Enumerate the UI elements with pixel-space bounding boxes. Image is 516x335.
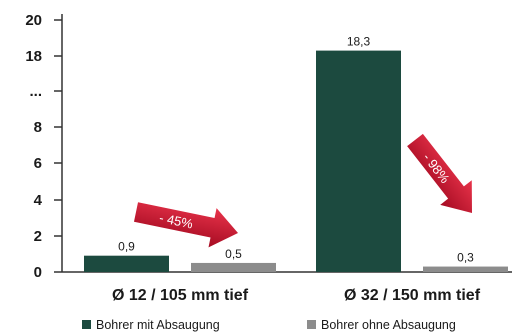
bar <box>423 266 508 272</box>
y-tick-label: 4 <box>34 192 43 209</box>
y-tick-label: 20 <box>25 12 42 29</box>
annotation-label: - 45% <box>158 210 195 232</box>
annotation-arrow: - 45% <box>133 202 238 248</box>
y-tick-label: 6 <box>34 155 42 172</box>
bar-value-label: 0,3 <box>457 251 474 265</box>
legend-swatch <box>82 320 91 329</box>
y-tick-label: 0 <box>34 264 42 281</box>
legend-label: Bohrer mit Absaugung <box>96 318 220 332</box>
annotation-arrow: - 98% <box>407 133 473 214</box>
annotation-arrow-shape <box>407 133 473 214</box>
annotation-arrow-shape <box>133 202 238 248</box>
y-tick-label: 8 <box>34 119 42 136</box>
y-tick-label: 2 <box>34 228 42 245</box>
bar <box>84 255 169 272</box>
bar-value-label: 0,5 <box>225 247 242 261</box>
y-tick-label: ... <box>29 83 42 100</box>
category-label: Ø 32 / 150 mm tief <box>344 287 481 304</box>
category-label: Ø 12 / 105 mm tief <box>112 287 249 304</box>
bar <box>191 262 276 272</box>
bar <box>316 50 401 272</box>
bar-value-label: 0,9 <box>118 240 135 254</box>
legend-swatch <box>307 320 316 329</box>
legend-label: Bohrer ohne Absaugung <box>321 318 456 332</box>
y-tick-label: 18 <box>25 48 42 65</box>
bar-value-label: 18,3 <box>347 35 371 49</box>
